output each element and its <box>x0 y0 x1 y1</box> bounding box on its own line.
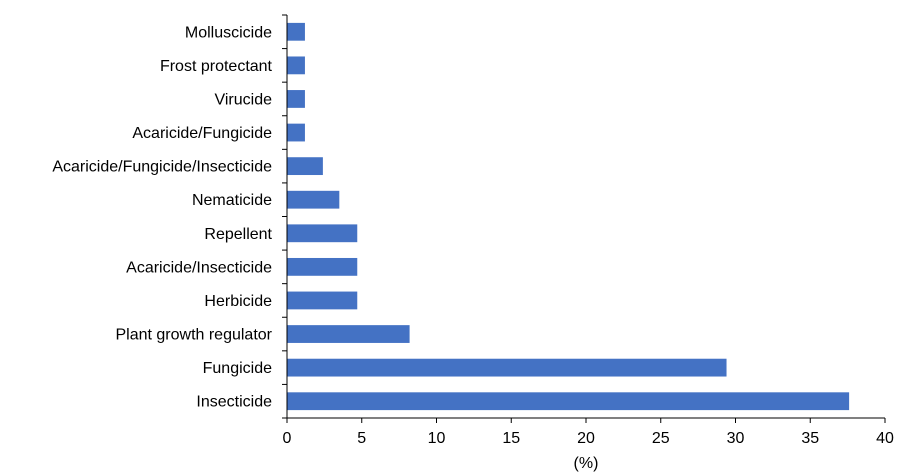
category-label: Fungicide <box>203 360 272 377</box>
x-tick-labels: 0 5 10 15 20 25 30 35 40 <box>283 430 894 447</box>
x-tick-label: 5 <box>357 430 366 447</box>
category-label: Repellent <box>204 226 272 243</box>
category-label: Insecticide <box>196 394 272 411</box>
bar-nematicide <box>287 190 340 209</box>
x-tick-label: 20 <box>577 430 595 447</box>
x-tick-label: 15 <box>502 430 520 447</box>
category-label: Acaricide/Fungicide <box>132 125 272 142</box>
category-label: Frost protectant <box>160 58 273 75</box>
bar-frost-protectant <box>287 56 305 75</box>
bar-molluscicide <box>287 22 305 41</box>
x-tick-label: 25 <box>652 430 670 447</box>
x-tick-label: 35 <box>801 430 819 447</box>
x-axis-ticks <box>286 418 886 423</box>
x-tick-label: 40 <box>876 430 894 447</box>
y-axis-ticks <box>282 14 287 419</box>
x-tick-label: 30 <box>727 430 745 447</box>
category-label: Nematicide <box>192 192 272 209</box>
bar-plant-growth-regulator <box>287 325 410 343</box>
category-label: Molluscicide <box>185 24 272 41</box>
bar-insecticide <box>287 392 850 411</box>
bar-fungicide <box>287 358 727 377</box>
category-label: Virucide <box>214 91 272 108</box>
bars-group <box>287 22 850 411</box>
bar-acaricide-fungicide <box>287 123 305 142</box>
category-label: Plant growth regulator <box>115 327 272 344</box>
bar-herbicide <box>287 291 358 310</box>
bar-acaricide-insecticide <box>287 257 358 276</box>
bar-repellent <box>287 224 358 243</box>
x-tick-label: 0 <box>283 430 292 447</box>
category-label: Acaricide/Fungicide/Insecticide <box>52 159 272 176</box>
category-labels: Molluscicide Frost protectant Virucide Acar… <box>52 24 272 410</box>
x-tick-label: 10 <box>428 430 446 447</box>
x-axis-title: (%) <box>574 455 599 472</box>
bar-virucide <box>287 90 305 108</box>
category-label: Acaricide/Insecticide <box>126 259 272 276</box>
bar-acaricide-fungicide-insecticide <box>287 157 323 176</box>
category-label: Herbicide <box>204 293 272 310</box>
